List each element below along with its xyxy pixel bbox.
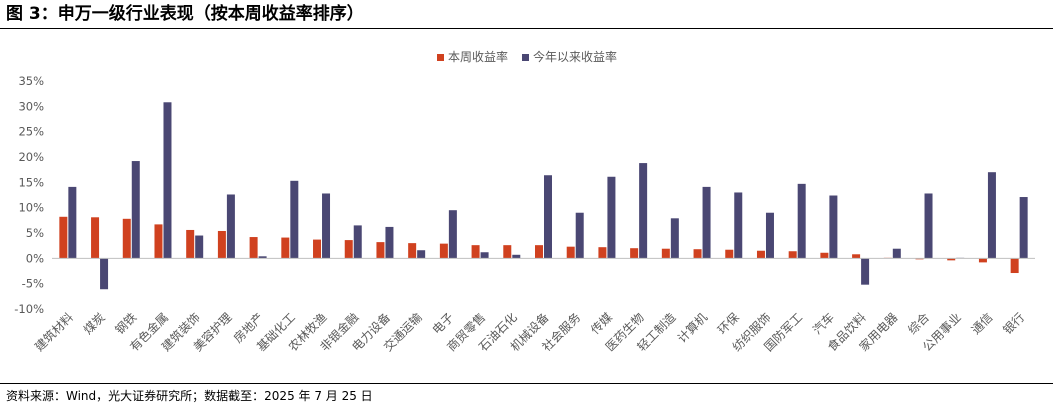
x-tick-label: 综合 [905, 310, 933, 338]
bar-weekly-22 [756, 250, 765, 259]
legend-label-0: 本周收益率 [448, 49, 508, 64]
x-tick-label: 汽车 [809, 310, 837, 338]
bar-ytd-17 [607, 176, 616, 259]
bar-weekly-21 [725, 249, 734, 259]
bar-ytd-12 [448, 210, 457, 259]
bar-weekly-4 [186, 229, 195, 259]
bar-weekly-7 [281, 237, 290, 259]
bar-ytd-21 [734, 192, 743, 259]
bar-weekly-2 [122, 218, 131, 259]
bar-ytd-19 [670, 218, 679, 259]
bar-weekly-17 [598, 247, 607, 259]
bar-weekly-0 [59, 216, 68, 259]
source-note: 资料来源：Wind，光大证券研究所；数据截至：2025 年 7 月 25 日 [6, 389, 373, 403]
bar-chart: 本周收益率 今年以来收益率 -10% -5% 0% 5% 10% 15% 20% 25% 30% 3… [14, 49, 1035, 355]
bar-weekly-13 [471, 245, 480, 259]
bar-weekly-18 [630, 248, 639, 259]
bar-ytd-15 [544, 175, 552, 259]
bar-ytd-18 [639, 163, 648, 259]
bar-ytd-4 [195, 235, 204, 259]
y-tick-label: -10% [14, 302, 44, 316]
bar-weekly-30 [1010, 258, 1019, 274]
bar-weekly-28 [947, 258, 956, 261]
bar-ytd-22 [765, 212, 774, 259]
bar-ytd-9 [353, 225, 362, 259]
x-tick-label: 煤炭 [81, 310, 108, 337]
bar-weekly-24 [820, 252, 829, 259]
figure-title: 图 3：申万一级行业表现（按本周收益率排序） [6, 4, 364, 24]
bar-weekly-12 [439, 243, 448, 259]
legend-swatch-0 [437, 54, 444, 61]
bar-weekly-10 [376, 242, 385, 259]
bar-weekly-29 [978, 258, 987, 263]
bar-weekly-9 [344, 240, 353, 259]
y-tick-label: 35% [18, 74, 44, 88]
bar-weekly-20 [693, 249, 702, 259]
x-tick-label: 银行 [1000, 310, 1027, 337]
y-tick-label: 20% [18, 150, 44, 164]
y-axis: -10% -5% 0% 5% 10% 15% 20% 25% 30% 35% [14, 74, 44, 316]
bar-ytd-16 [575, 212, 584, 259]
y-tick-label: 0% [26, 251, 44, 265]
bar-ytd-5 [226, 194, 235, 259]
y-tick-label: 5% [26, 226, 44, 240]
y-tick-label: 10% [18, 201, 44, 215]
y-tick-label: 25% [18, 125, 44, 139]
bar-ytd-13 [480, 252, 489, 259]
x-tick-label: 计算机 [674, 310, 710, 346]
bar-weekly-6 [249, 237, 258, 259]
bar-ytd-24 [829, 195, 838, 259]
bar-ytd-27 [924, 193, 933, 259]
x-tick-label: 钢铁 [113, 310, 140, 337]
bar-ytd-26 [892, 248, 901, 259]
bar-ytd-7 [290, 180, 299, 259]
bar-ytd-11 [417, 250, 426, 259]
bar-ytd-30 [1019, 197, 1028, 259]
bar-weekly-8 [313, 239, 322, 259]
bar-weekly-23 [788, 251, 797, 259]
bar-ytd-14 [512, 254, 521, 259]
bar-weekly-5 [217, 230, 226, 259]
y-tick-label: 30% [18, 99, 44, 113]
bar-weekly-3 [154, 224, 163, 259]
bar-weekly-19 [661, 248, 670, 259]
bar-ytd-6 [258, 256, 267, 259]
bar-ytd-1 [100, 258, 109, 290]
bar-weekly-15 [535, 245, 543, 259]
x-tick-label: 传媒 [587, 310, 615, 338]
bars-group [59, 102, 1028, 290]
legend-swatch-1 [522, 54, 529, 61]
bar-ytd-25 [861, 258, 870, 285]
x-tick-label: 通信 [969, 310, 996, 337]
bar-ytd-2 [131, 161, 140, 259]
bar-weekly-14 [503, 245, 512, 259]
x-axis: 建筑材料 煤炭 钢铁有色金属建筑装饰美容护理房地产基础化工农林牧渔非银金融电力设备交… [31, 257, 1035, 355]
bar-weekly-1 [91, 217, 100, 259]
chart-legend: 本周收益率 今年以来收益率 [437, 49, 617, 64]
bar-ytd-3 [163, 102, 172, 259]
bar-weekly-25 [852, 254, 861, 259]
source-divider [0, 383, 1053, 384]
bar-ytd-10 [385, 226, 394, 259]
y-tick-label: 15% [18, 175, 44, 189]
bar-ytd-29 [987, 172, 996, 259]
x-tick-label: 环保 [715, 310, 742, 337]
x-tick-label: 建筑材料 [31, 310, 76, 355]
bar-ytd-0 [68, 186, 77, 259]
bar-ytd-20 [702, 186, 711, 259]
bar-weekly-11 [408, 243, 417, 259]
x-tick-label: 电子 [430, 310, 457, 337]
legend-label-1: 今年以来收益率 [533, 49, 617, 64]
bar-weekly-27 [915, 258, 924, 260]
bar-ytd-23 [797, 183, 806, 259]
y-tick-label: -5% [22, 277, 44, 291]
bar-weekly-16 [566, 246, 575, 259]
title-divider [0, 28, 1053, 29]
bar-ytd-8 [322, 193, 331, 259]
